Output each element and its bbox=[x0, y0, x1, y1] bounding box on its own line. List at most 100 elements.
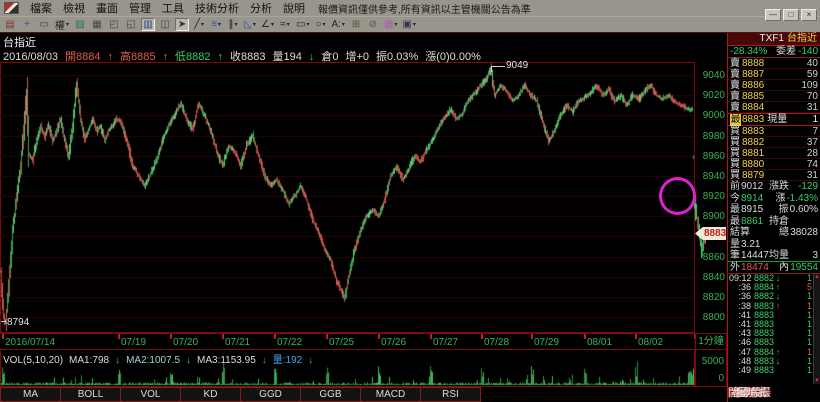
date-label-07/21: 07/21 bbox=[225, 337, 251, 348]
grid-layout-icon[interactable]: ▥ bbox=[141, 18, 156, 31]
trendline-tool[interactable]: ╱ ▾ bbox=[192, 18, 206, 31]
bid-row[interactable]: 買 8882 37 bbox=[728, 137, 820, 148]
timeframe-label[interactable]: 1分鐘 bbox=[695, 333, 727, 350]
price-axis-label-8800: 8800 bbox=[702, 312, 725, 323]
ask-row[interactable]: 賣 8887 59 bbox=[728, 69, 820, 80]
vlines-tool[interactable]: ∥ ▾ bbox=[226, 18, 240, 31]
tick-volume: 1 bbox=[806, 309, 812, 320]
quote-disclaimer: 報價資訊僅供參考,所有資訊以主管機關公告為準 bbox=[318, 4, 531, 16]
tab-GGB[interactable]: GGB bbox=[300, 387, 361, 402]
bid-volume: 28 bbox=[806, 147, 818, 159]
menu-bar: 檔案 檢視 畫面 管理 工具 技術分析 分析 說明 報價資訊僅供參考,所有資訊以主管機關公告為… bbox=[0, 0, 820, 16]
info-value: 8915 bbox=[741, 204, 764, 216]
bid-row[interactable]: 買 8881 28 bbox=[728, 148, 820, 159]
window-cascade-icon[interactable]: ◱ bbox=[124, 18, 138, 31]
ask-row[interactable]: 賣 8884 31 bbox=[728, 102, 820, 113]
tab-MACD[interactable]: MACD bbox=[360, 387, 421, 402]
menu-item-分析[interactable]: 分析 bbox=[250, 3, 272, 15]
bars-color-icon[interactable]: ▩ ▾ bbox=[383, 18, 398, 31]
indicator-tabs: MA BOLL VOL KD GGD GGB MACD RSI bbox=[0, 387, 481, 402]
ohlc-segment: 收8883 bbox=[230, 51, 266, 63]
dropdown-caret-icon: ▾ bbox=[270, 22, 274, 28]
tab-KD[interactable]: KD bbox=[180, 387, 241, 402]
mono-kline-icon[interactable]: ▦ bbox=[90, 18, 104, 31]
vol-header-segment: VOL(5,10,20) bbox=[3, 355, 64, 366]
quote-info-row: 最 8915 振 0.60% bbox=[728, 204, 820, 216]
tick-volume: 1 bbox=[806, 291, 812, 302]
tick-direction-icon: ↓ bbox=[775, 273, 781, 284]
bid-side-label: 買 bbox=[730, 158, 740, 170]
quote-info-row: 結算 總 38028 bbox=[728, 227, 820, 239]
date-label-07/28: 07/28 bbox=[484, 337, 510, 348]
rights-menu-glyph: 權 bbox=[55, 21, 65, 32]
menu-item-畫面[interactable]: 畫面 bbox=[96, 3, 118, 15]
menu-item-工具[interactable]: 工具 bbox=[162, 3, 184, 15]
save-icon[interactable]: ▣ ▾ bbox=[401, 18, 416, 31]
eraser-icon[interactable]: ⊘ bbox=[366, 18, 380, 31]
time-sales-row: :43 8883 1 bbox=[728, 329, 813, 338]
info-label: 結算 bbox=[730, 227, 750, 239]
menu-item-技術分析[interactable]: 技術分析 bbox=[195, 3, 239, 15]
tick-price: 8884 bbox=[753, 282, 774, 293]
ellipse-tool[interactable]: ○ ▾ bbox=[313, 18, 327, 31]
tick-time: :47 bbox=[738, 346, 751, 357]
candlestick-chart[interactable] bbox=[0, 62, 706, 333]
ask-row[interactable]: 賣 8885 70 bbox=[728, 91, 820, 102]
ask-price: 8887 bbox=[742, 68, 765, 80]
date-tick bbox=[326, 334, 328, 339]
add-window-icon[interactable]: + bbox=[20, 18, 34, 31]
menu-item-檔案[interactable]: 檔案 bbox=[30, 3, 52, 15]
wave-tool[interactable]: ≈ ▾ bbox=[278, 18, 292, 31]
window-tile-icon[interactable]: ◰ bbox=[107, 18, 121, 31]
text-tool[interactable]: A: ▾ bbox=[330, 18, 345, 31]
bid-row[interactable]: 買 8880 74 bbox=[728, 159, 820, 170]
gann-fan-tool[interactable]: ◺ ▾ bbox=[243, 18, 257, 31]
menu-item-管理[interactable]: 管理 bbox=[129, 3, 151, 15]
time-sales-row: :46 8883 1 bbox=[728, 338, 813, 347]
date-label-08/01: 08/01 bbox=[587, 337, 613, 348]
scroll-up-icon[interactable]: ▲ bbox=[814, 274, 820, 280]
date-tick bbox=[2, 334, 4, 339]
menu-item-檢視[interactable]: 檢視 bbox=[63, 3, 85, 15]
quote-board-icon[interactable]: ▤ bbox=[3, 18, 17, 31]
ohlc-segment: 量194 bbox=[272, 51, 302, 63]
info-label: 量 bbox=[730, 238, 740, 250]
bid-row[interactable]: 買 8883 7 bbox=[728, 126, 820, 137]
tab-BOLL[interactable]: BOLL bbox=[60, 387, 121, 402]
date-tick bbox=[430, 334, 432, 339]
bid-side-label: 買 bbox=[730, 136, 740, 148]
tab-GGD[interactable]: GGD bbox=[240, 387, 301, 402]
tick-direction-icon: ↓ bbox=[775, 291, 781, 302]
tick-price: 8883 bbox=[753, 337, 774, 348]
ask-row[interactable]: 賣 8886 109 bbox=[728, 80, 820, 91]
split-layout-icon[interactable]: ◫ bbox=[158, 18, 172, 31]
cursor-tool[interactable]: ➤ bbox=[175, 18, 190, 31]
close-button[interactable]: × bbox=[801, 9, 817, 21]
scroll-down-icon[interactable]: ▼ bbox=[814, 378, 820, 384]
tab-RSI[interactable]: RSI bbox=[420, 387, 481, 402]
restore-button[interactable]: □ bbox=[783, 9, 799, 21]
ask-row[interactable]: 賣 8888 40 bbox=[728, 58, 820, 69]
ticks-scrollbar[interactable]: ▲ ▼ bbox=[813, 274, 820, 384]
copy-icon[interactable]: ⊞ bbox=[349, 18, 363, 31]
panel-icon[interactable]: ▭ bbox=[37, 18, 51, 31]
info-value: -129 bbox=[797, 181, 818, 193]
ohlc-segment: 增+0 bbox=[345, 51, 370, 63]
rights-menu[interactable]: 權 ▾ bbox=[54, 18, 70, 32]
bid-row[interactable]: 買 8879 31 bbox=[728, 170, 820, 181]
price-axis-label-8980: 8980 bbox=[702, 131, 725, 142]
menu-item-說明[interactable]: 說明 bbox=[283, 3, 305, 15]
date-label-07/29: 07/29 bbox=[534, 337, 560, 348]
tab-VOL[interactable]: VOL bbox=[120, 387, 181, 402]
minimize-button[interactable]: — bbox=[765, 9, 781, 21]
tab-MA[interactable]: MA bbox=[0, 387, 61, 402]
hlines-tool[interactable]: ≡ ▾ bbox=[209, 18, 223, 31]
chart-title: 台指近 bbox=[3, 37, 36, 49]
angle-tool[interactable]: ∠ ▾ bbox=[260, 18, 275, 31]
last-trade-row[interactable]: 最 8883 現量 1 bbox=[728, 113, 820, 126]
rectangle-tool[interactable]: ▭ ▾ bbox=[295, 18, 310, 31]
color-kline-icon[interactable]: ▨ bbox=[73, 18, 87, 31]
bid-volume: 31 bbox=[806, 169, 818, 181]
tick-time: :46 bbox=[738, 337, 751, 348]
